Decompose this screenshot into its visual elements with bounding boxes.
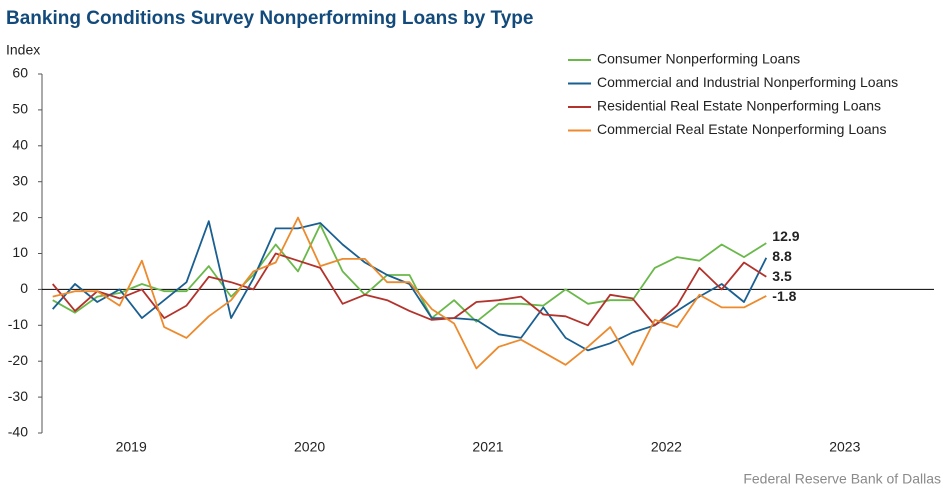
y-tick-label: -40 [8,424,28,440]
x-tick-label: 2019 [116,439,147,455]
x-tick-label: 2020 [294,439,325,455]
series-line [52,252,767,327]
series-line [52,223,767,323]
y-tick-label: 60 [12,65,28,81]
end-value-label: 12.9 [772,228,799,244]
series-line [52,220,768,352]
y-tick-label: 50 [12,101,28,117]
y-tick-label: -20 [8,352,28,368]
x-tick-label: 2022 [651,439,682,455]
x-tick-label: 2021 [472,439,503,455]
legend-label: Commercial Real Estate Nonperforming Loa… [597,121,886,137]
y-tick-label: 30 [12,172,28,188]
legend-label: Commercial and Industrial Nonperforming … [597,74,898,90]
y-tick-label: 10 [12,244,28,260]
y-tick-label: 20 [12,208,28,224]
legend-label: Residential Real Estate Nonperforming Lo… [597,98,881,114]
legend-label: Consumer Nonperforming Loans [597,51,800,67]
end-value-label: 3.5 [772,268,792,284]
y-tick-label: -10 [8,316,28,332]
y-tick-label: 0 [20,280,28,296]
y-tick-label: -30 [8,388,28,404]
end-value-label: 8.8 [772,248,792,264]
y-tick-label: 40 [12,137,28,153]
source: Federal Reserve Bank of Dallas [743,471,941,487]
series-line [52,216,767,370]
chart-title: Banking Conditions Survey Nonperforming … [6,8,533,29]
x-tick-label: 2023 [829,439,860,455]
end-value-label: -1.8 [772,288,796,304]
y-axis-label: Index [6,42,40,58]
